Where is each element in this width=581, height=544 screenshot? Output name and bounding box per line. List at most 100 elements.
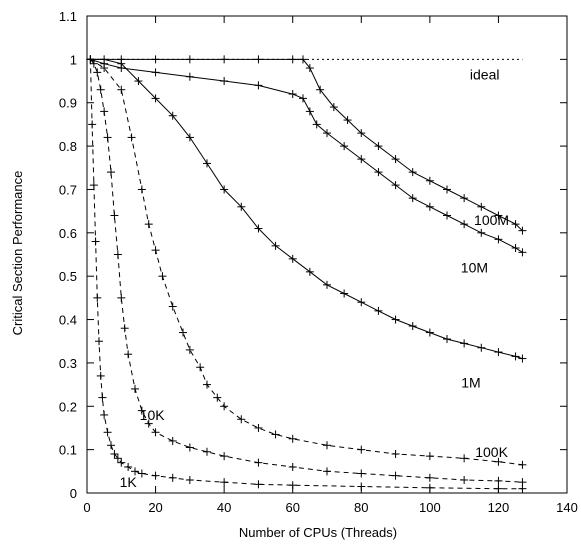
data-point (374, 142, 383, 151)
data-point (124, 462, 133, 471)
data-point (151, 246, 160, 255)
data-point (95, 337, 103, 346)
data-point (185, 55, 194, 64)
data-point (131, 467, 139, 476)
data-point (110, 449, 119, 458)
data-point (93, 293, 102, 302)
curve-label: 10M (461, 260, 488, 276)
data-point (103, 133, 112, 142)
data-point (107, 441, 115, 450)
y-tick-label: 0.9 (59, 96, 77, 111)
data-point (357, 469, 366, 478)
data-point (443, 211, 451, 220)
data-point (144, 220, 153, 229)
series-100m (86, 55, 527, 235)
data-point (357, 155, 366, 164)
data-point (185, 443, 194, 452)
data-point (477, 343, 486, 352)
data-point (220, 55, 229, 64)
data-point (357, 129, 366, 138)
data-point (391, 449, 400, 458)
data-point (254, 55, 263, 64)
data-point (271, 241, 280, 250)
data-point (391, 155, 400, 164)
data-point (151, 68, 160, 77)
data-point (86, 55, 95, 64)
data-point (518, 248, 527, 257)
data-point (316, 85, 325, 94)
data-point (254, 423, 263, 432)
data-point (117, 85, 126, 94)
data-point (144, 419, 153, 428)
x-tick-label: 40 (217, 500, 231, 515)
series-100k (86, 55, 527, 469)
data-point (408, 194, 417, 203)
data-point (374, 168, 383, 177)
data-point (518, 354, 527, 363)
data-point (425, 473, 434, 482)
data-point (237, 202, 246, 211)
data-point (117, 293, 126, 302)
data-point (494, 484, 503, 493)
data-point (113, 250, 122, 259)
data-point (323, 467, 331, 476)
data-point (312, 120, 321, 129)
data-point (443, 185, 451, 194)
x-tick-label: 80 (354, 500, 368, 515)
data-point (137, 185, 146, 194)
y-tick-label: 1.1 (59, 9, 77, 24)
data-point (443, 335, 451, 344)
data-point (91, 237, 100, 246)
data-point (391, 315, 400, 324)
data-point (357, 482, 366, 491)
series-line (89, 59, 523, 490)
series-1m (86, 55, 527, 363)
data-point (254, 458, 263, 467)
data-point (113, 454, 122, 463)
data-point (357, 445, 366, 454)
y-tick-label: 0.8 (59, 139, 77, 154)
data-point (460, 194, 469, 203)
data-point (460, 454, 469, 463)
data-point (254, 480, 263, 489)
data-point (168, 436, 177, 445)
data-point (137, 469, 146, 478)
data-point (100, 410, 109, 419)
data-point (460, 475, 469, 484)
data-point (203, 159, 211, 168)
y-tick-label: 0.3 (59, 356, 77, 371)
y-tick-label: 0.5 (59, 269, 77, 284)
data-point (494, 348, 503, 357)
data-point (305, 267, 314, 276)
series-line (90, 58, 523, 253)
data-point (151, 55, 160, 64)
y-tick-label: 0.2 (59, 399, 77, 414)
data-point (117, 458, 126, 467)
data-point (494, 235, 503, 244)
plot-border (86, 15, 568, 494)
data-point (185, 133, 194, 142)
data-point (425, 452, 434, 461)
data-point (103, 428, 112, 437)
data-point (220, 452, 229, 461)
data-point (477, 228, 486, 237)
data-point (408, 322, 417, 331)
data-point (151, 94, 160, 103)
series-layer (86, 55, 527, 493)
data-point (237, 415, 246, 424)
data-point (511, 352, 520, 361)
x-tick-label: 100 (419, 500, 441, 515)
data-point (494, 457, 503, 466)
data-point (127, 133, 136, 142)
data-point (340, 142, 349, 151)
data-point (220, 402, 229, 411)
data-point (96, 85, 105, 94)
data-point (511, 220, 520, 229)
annotation-layer: ideal 100M 10M 1M 100K 10K 1K (120, 67, 510, 491)
data-point (134, 77, 143, 86)
data-point (299, 94, 307, 103)
data-point (110, 211, 119, 220)
data-point (117, 59, 126, 68)
x-tick-label: 20 (148, 500, 162, 515)
data-point (100, 55, 109, 64)
